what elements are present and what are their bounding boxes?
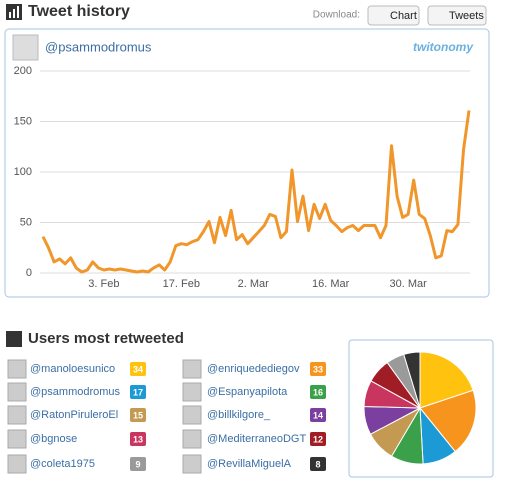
pie-slice bbox=[403, 351, 421, 409]
badge-value: 9 bbox=[135, 459, 140, 469]
user-name[interactable]: @bgnose bbox=[30, 433, 77, 445]
chart-box bbox=[4, 28, 490, 298]
avatar bbox=[7, 382, 27, 402]
avatar bbox=[182, 382, 202, 402]
line bbox=[41, 110, 471, 274]
badge bbox=[130, 408, 146, 422]
avatar bbox=[7, 405, 27, 425]
badge bbox=[130, 432, 146, 446]
badge bbox=[310, 385, 326, 399]
avatar bbox=[7, 359, 27, 379]
avatar bbox=[12, 34, 39, 61]
badge bbox=[310, 432, 326, 446]
x-tick-label: 30. Mar bbox=[389, 278, 427, 290]
x-tick-label: 17. Feb bbox=[163, 278, 200, 290]
y-tick-label: 50 bbox=[20, 216, 32, 228]
avatar bbox=[182, 405, 202, 425]
account[interactable]: @psammodromus bbox=[45, 39, 152, 54]
badge-value: 34 bbox=[133, 364, 143, 374]
chart-button[interactable] bbox=[367, 5, 420, 26]
y-tick-label: 150 bbox=[14, 115, 32, 127]
badge-value: 17 bbox=[133, 387, 143, 397]
avatar bbox=[7, 454, 27, 474]
badge-value: 14 bbox=[313, 410, 323, 420]
badge-value: 12 bbox=[313, 434, 323, 444]
tweets-button-label[interactable]: Tweets bbox=[449, 10, 484, 22]
user-name[interactable]: @MediterraneoDGT bbox=[207, 433, 306, 445]
pie-slice bbox=[419, 351, 474, 409]
avatar bbox=[182, 454, 202, 474]
section-title: Users most retweeted bbox=[28, 330, 184, 347]
user-name[interactable]: @enriquedediegov bbox=[207, 363, 300, 375]
user-name[interactable]: @manoloesunico bbox=[30, 363, 115, 375]
download-label: Download: bbox=[313, 10, 360, 21]
y-tick-label: 100 bbox=[14, 166, 32, 178]
avatar bbox=[182, 429, 202, 449]
badge-value: 33 bbox=[313, 364, 323, 374]
chart-icon-bar bbox=[17, 6, 19, 18]
section-title: Tweet history bbox=[28, 3, 130, 20]
user-name[interactable]: @psammodromus bbox=[30, 386, 121, 398]
badge bbox=[310, 408, 326, 422]
user-name[interactable]: @coleta1975 bbox=[30, 458, 95, 470]
badge-value: 16 bbox=[313, 387, 323, 397]
avatar bbox=[7, 429, 27, 449]
badge bbox=[130, 457, 146, 471]
badge bbox=[130, 362, 146, 376]
badge bbox=[130, 385, 146, 399]
chart-button-label[interactable]: Chart bbox=[390, 10, 417, 22]
chart-icon-bar bbox=[13, 9, 15, 18]
badge bbox=[310, 362, 326, 376]
badge-value: 15 bbox=[133, 410, 143, 420]
avatar bbox=[182, 359, 202, 379]
x-tick-label: 16. Mar bbox=[312, 278, 350, 290]
user-name[interactable]: @billkilgore_ bbox=[207, 409, 271, 421]
tweets-button[interactable] bbox=[427, 5, 487, 26]
user-name[interactable]: @Espanyapilota bbox=[207, 386, 288, 398]
pie-slice bbox=[419, 389, 477, 453]
badge bbox=[310, 457, 326, 471]
badge-value: 13 bbox=[133, 434, 143, 444]
y-tick-label: 200 bbox=[14, 65, 32, 77]
user-name[interactable]: @RatonPiruleroEl bbox=[30, 409, 118, 421]
x-tick-label: 2. Mar bbox=[238, 278, 270, 290]
y-tick-label: 0 bbox=[26, 267, 32, 279]
user-name[interactable]: @RevillaMiguelA bbox=[207, 458, 292, 470]
badge-value: 8 bbox=[315, 459, 320, 469]
x-tick-label: 3. Feb bbox=[88, 278, 119, 290]
retweet-icon bbox=[6, 331, 22, 347]
brand: twitonomy bbox=[413, 40, 474, 54]
chart-icon-bar bbox=[9, 12, 11, 18]
